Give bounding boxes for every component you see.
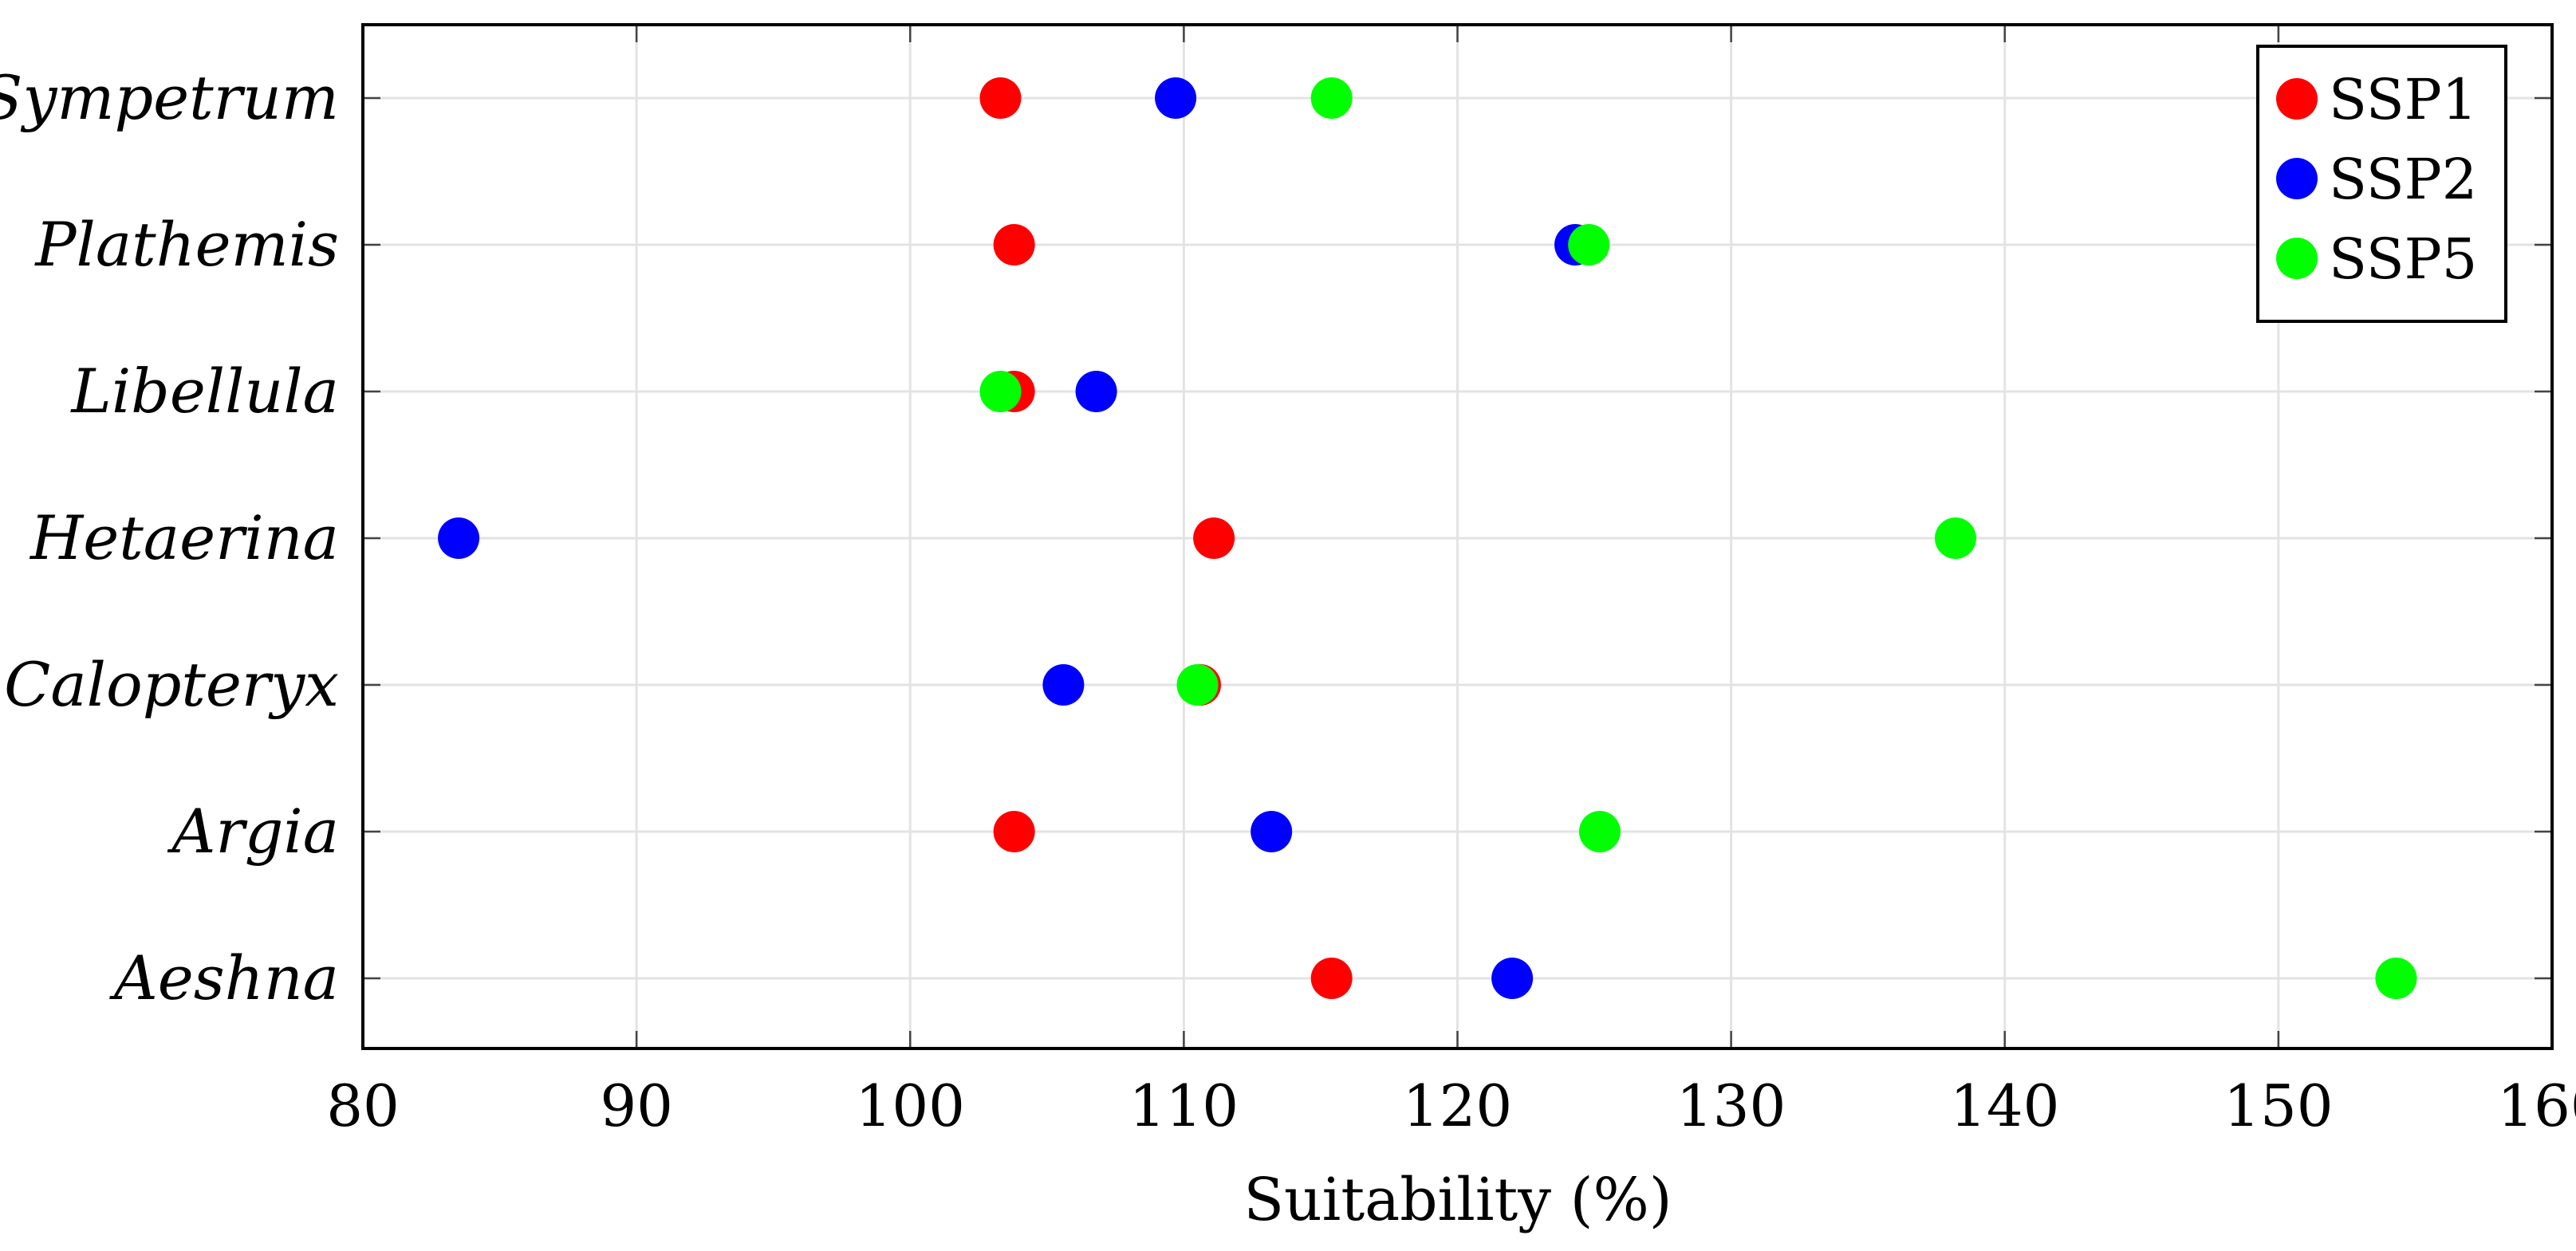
category-label: Hetaerina (29, 502, 339, 573)
category-label: Aeshna (109, 942, 339, 1013)
y-category-labels: Sympetrum Plathemis Libellula Hetaerina Calo… (0, 62, 339, 1013)
x-tick-label: 110 (1129, 1072, 1239, 1139)
data-point-ssp2 (1042, 664, 1085, 706)
x-tick-label: 100 (856, 1072, 965, 1139)
legend-marker-ssp1 (2276, 78, 2318, 120)
data-point-ssp2 (1155, 77, 1197, 119)
data-points (438, 77, 2417, 999)
data-point-ssp1 (993, 811, 1035, 852)
category-label: Sympetrum (0, 62, 339, 133)
data-point-ssp5 (1578, 811, 1621, 852)
x-tick-label: 140 (1950, 1072, 2059, 1139)
category-label: Argia (167, 796, 339, 867)
data-point-ssp2 (438, 517, 480, 559)
legend-label: SSP2 (2329, 147, 2477, 212)
x-tick-label: 150 (2223, 1072, 2333, 1139)
grid-layer (363, 25, 2552, 1048)
x-axis-title: Suitability (%) (1243, 1166, 1672, 1234)
legend-label: SSP1 (2329, 67, 2477, 132)
legend-marker-ssp5 (2276, 238, 2318, 279)
legend-label: SSP5 (2329, 226, 2477, 292)
data-point-ssp5 (1934, 517, 1976, 559)
category-label: Libellula (69, 356, 339, 427)
data-point-ssp2 (1075, 371, 1117, 412)
data-point-ssp5 (1176, 664, 1219, 706)
plot-frame (361, 23, 2554, 1050)
x-tick-label: 80 (326, 1072, 400, 1139)
x-tick-label: 90 (600, 1072, 673, 1139)
data-point-ssp2 (1491, 958, 1534, 999)
data-point-ssp5 (1310, 77, 1353, 119)
category-label: Calopteryx (4, 649, 339, 720)
category-label: Plathemis (33, 209, 339, 280)
data-point-ssp1 (1193, 517, 1235, 559)
legend: SSP1 SSP2 SSP5 (2256, 45, 2507, 323)
data-point-ssp1 (993, 224, 1035, 266)
data-point-ssp1 (979, 77, 1022, 119)
data-point-ssp5 (2375, 958, 2417, 999)
legend-marker-ssp2 (2276, 158, 2318, 199)
x-tick-label: 160 (2497, 1072, 2576, 1139)
data-point-ssp1 (1310, 958, 1353, 999)
data-point-ssp5 (1568, 224, 1610, 266)
x-tick-labels: 80 90 100 110 120 130 140 150 160 (326, 1072, 2576, 1139)
data-point-ssp2 (1251, 811, 1293, 852)
x-tick-label: 120 (1403, 1072, 1512, 1139)
data-point-ssp5 (979, 371, 1022, 412)
x-tick-label: 130 (1676, 1072, 1786, 1139)
